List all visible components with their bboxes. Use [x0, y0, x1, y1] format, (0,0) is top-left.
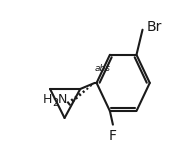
Text: Br: Br — [146, 20, 161, 34]
Text: abs: abs — [94, 64, 110, 73]
Text: N: N — [58, 93, 68, 106]
Text: H: H — [42, 93, 52, 106]
Text: F: F — [109, 130, 117, 143]
Text: 2: 2 — [52, 98, 58, 108]
